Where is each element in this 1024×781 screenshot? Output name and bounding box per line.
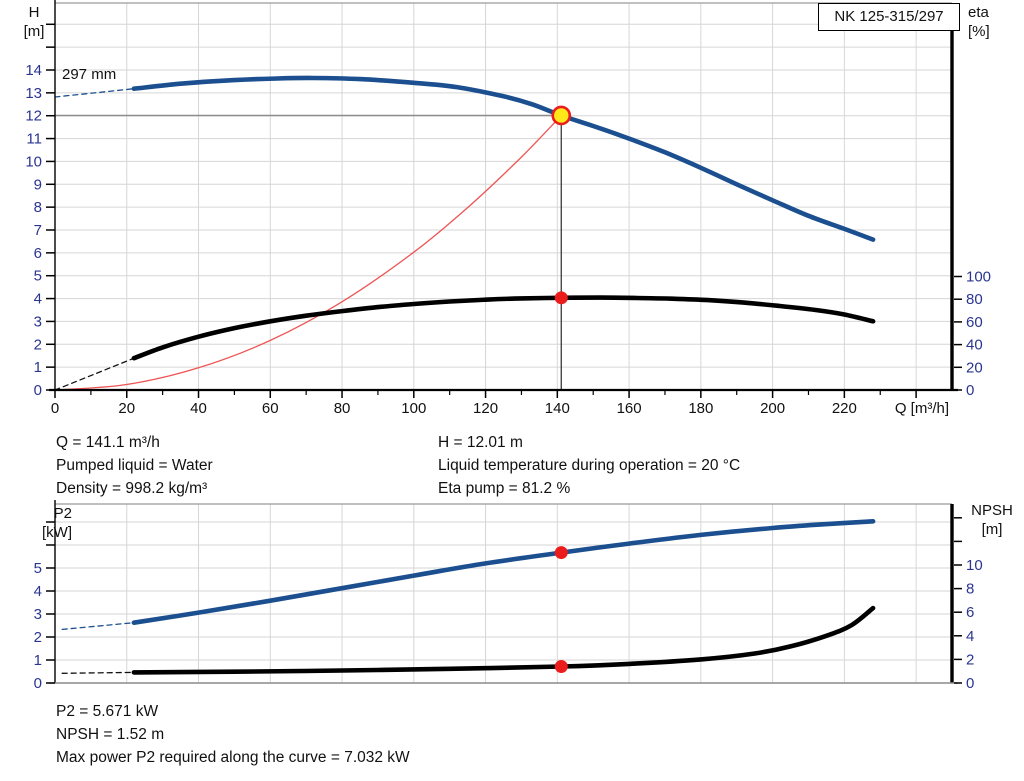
result-p2: P2 = 5.671 kW [56,703,159,720]
tick-label: 14 [25,62,42,79]
tick-label: 8 [34,199,42,216]
tick-label: 0 [966,382,974,399]
tick-label: 4 [966,628,974,645]
eta-axis-title: eta [%] [968,3,1014,41]
tick-label: 40 [190,400,207,417]
impeller-diameter-label: 297 mm [62,66,117,83]
tick-label: 120 [473,400,498,417]
duty-results-right: H = 12.01 m Liquid temperature during op… [438,431,740,500]
power-npsh-chart: 0 1 2 3 4 5 0 2 4 6 8 10 [34,500,983,692]
duty-results-left: Q = 141.1 m³/h Pumped liquid = Water Den… [56,431,213,500]
tick-label: 60 [262,400,279,417]
tick-label: 20 [966,359,983,376]
p2-duty-dot [554,546,568,560]
tick-label: 0 [51,400,59,417]
head-curve [131,75,876,242]
npsh-axis-title: NPSH [m] [962,501,1022,539]
tick-label: 0 [34,675,42,692]
tick-label: 100 [966,269,991,286]
tick-label: 160 [617,400,642,417]
tick-label: 4 [34,291,42,308]
eta-axis-title-line2: [%] [968,23,990,40]
npsh-curve-extrapolated [61,671,135,674]
result-pumped-liquid: Pumped liquid = Water [56,457,213,474]
tick-label: 220 [832,400,857,417]
tick-label: 80 [334,400,351,417]
tick-label: 3 [34,606,42,623]
tick-label: 1 [34,359,42,376]
result-liquid-temperature: Liquid temperature during operation = 20… [438,457,741,474]
tick-label: 140 [545,400,570,417]
tick-label: 0 [34,382,42,399]
npsh-axis-title-line2: [m] [981,521,1003,538]
tick-label: 4 [34,583,42,600]
tick-label: 2 [34,629,42,646]
eta-axis-title-line1: eta [968,4,989,21]
tick-label: 12 [25,108,42,125]
head-axis-title-line2: [m] [23,23,45,40]
result-flow: Q = 141.1 m³/h [56,434,160,451]
p2-curve [131,519,876,625]
tick-label: 13 [25,85,42,102]
npsh-axis-title-line1: NPSH [971,502,1013,519]
tick-label: 8 [966,581,974,598]
pump-name-box: NK 125-315/297 [818,3,960,31]
tick-label: 1 [34,652,42,669]
p2-curve-extrapolated [61,622,135,631]
tick-label: 200 [760,400,785,417]
tick-label: 5 [34,560,42,577]
tick-label: 6 [966,604,974,621]
tick-label: 10 [25,153,42,170]
tick-label: 2 [34,336,42,353]
power-results: P2 = 5.671 kW NPSH = 1.52 m Max power P2… [56,700,410,769]
tick-label: 7 [34,222,42,239]
tick-label: 11 [26,131,42,148]
head-curve-extrapolated [54,88,135,98]
tick-label: 40 [966,337,983,354]
result-npsh: NPSH = 1.52 m [56,726,165,743]
tick-label: 20 [118,400,135,417]
npsh-duty-dot [554,659,568,673]
result-max-power: Max power P2 required along the curve = … [56,749,410,766]
efficiency-curve [131,295,876,361]
efficiency-duty-dot [554,291,568,305]
x-axis-title: Q [m³/h] [895,400,949,417]
pump-name-label: NK 125-315/297 [834,8,944,25]
result-density: Density = 998.2 kg/m³ [56,480,208,497]
tick-label: 0 [966,675,974,692]
tick-label: 100 [401,400,426,417]
power-axis-title-line1: P2 [53,505,72,522]
efficiency-curve-extrapolated [54,357,135,391]
power-axis-title-line2: [kW] [42,524,72,541]
system-curve [54,114,562,391]
head-axis-title-line1: H [28,4,40,21]
tick-label: 5 [34,268,42,285]
tick-label: 60 [966,314,983,331]
tick-label: 10 [966,557,983,574]
result-head: H = 12.01 m [438,434,523,451]
tick-label: 80 [966,291,983,308]
tick-label: 3 [34,313,42,330]
npsh-curve [131,605,876,675]
result-eta-pump: Eta pump = 81.2 % [438,480,571,497]
head-axis-title: H [m] [16,3,52,41]
tick-label: 9 [34,176,42,193]
power-axis-title: P2 [kW] [12,504,72,542]
tick-label: 2 [966,651,974,668]
tick-label: 180 [688,400,713,417]
tick-label: 6 [34,245,42,262]
duty-point-marker [551,105,572,126]
